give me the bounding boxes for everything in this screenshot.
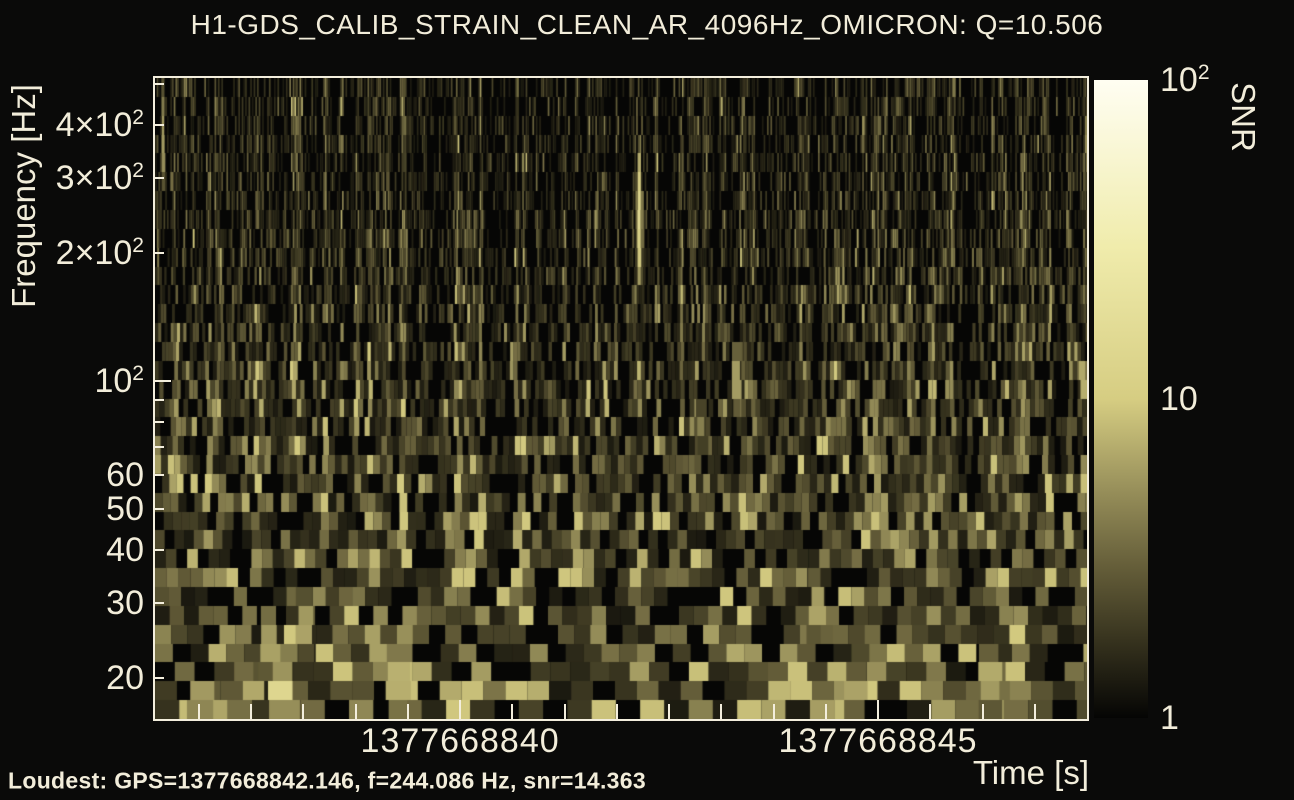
y-tick bbox=[155, 601, 164, 604]
y-tick-label: 60 bbox=[106, 456, 144, 495]
colorbar-title: SNR bbox=[1225, 82, 1262, 152]
y-tick bbox=[155, 548, 164, 551]
x-tick-label: 1377668845 bbox=[778, 722, 978, 760]
y-tick bbox=[155, 379, 171, 382]
y-minor-tick bbox=[155, 82, 164, 85]
loudest-event-text: Loudest: GPS=1377668842.146, f=244.086 H… bbox=[8, 767, 646, 794]
x-minor-tick bbox=[929, 704, 932, 719]
x-tick-label: 1377668840 bbox=[360, 722, 560, 760]
y-tick-label: 3×102 bbox=[55, 159, 144, 198]
y-tick bbox=[155, 123, 164, 126]
y-tick bbox=[155, 251, 164, 254]
x-minor-tick bbox=[354, 704, 357, 719]
y-tick-label: 50 bbox=[106, 489, 144, 528]
y-tick bbox=[155, 507, 164, 510]
x-minor-tick bbox=[511, 704, 514, 719]
x-minor-tick bbox=[824, 704, 827, 719]
x-minor-tick bbox=[406, 704, 409, 719]
x-axis-title: Time [s] bbox=[972, 754, 1089, 791]
spectrogram-canvas bbox=[155, 78, 1087, 719]
x-tick bbox=[459, 700, 462, 719]
plot-title: H1-GDS_CALIB_STRAIN_CLEAN_AR_4096Hz_OMIC… bbox=[190, 9, 1104, 40]
x-minor-tick bbox=[772, 704, 775, 719]
snr-colorbar bbox=[1094, 80, 1148, 718]
x-minor-tick bbox=[981, 704, 984, 719]
x-minor-tick bbox=[668, 704, 671, 719]
x-minor-tick bbox=[1033, 704, 1036, 719]
x-minor-tick bbox=[197, 704, 200, 719]
y-tick bbox=[155, 474, 164, 477]
y-tick-label: 2×102 bbox=[55, 233, 144, 272]
y-tick-label: 102 bbox=[94, 361, 144, 400]
x-minor-tick bbox=[563, 704, 566, 719]
x-minor-tick bbox=[615, 704, 618, 719]
y-tick-label: 4×102 bbox=[55, 105, 144, 144]
y-tick bbox=[155, 177, 164, 180]
y-tick-label: 40 bbox=[106, 530, 144, 569]
colorbar-tick-label: 10 bbox=[1160, 380, 1198, 418]
y-tick bbox=[155, 676, 164, 679]
y-tick-label: 20 bbox=[106, 658, 144, 697]
x-minor-tick bbox=[720, 704, 723, 719]
y-tick-label: 30 bbox=[106, 583, 144, 622]
y-minor-tick bbox=[155, 445, 164, 448]
colorbar-tick-label: 1 bbox=[1160, 699, 1179, 737]
x-minor-tick bbox=[302, 704, 305, 719]
colorbar-tick-label: 102 bbox=[1160, 61, 1210, 99]
x-minor-tick bbox=[250, 704, 253, 719]
y-minor-tick bbox=[155, 399, 164, 402]
y-axis-title: Frequency [Hz] bbox=[5, 84, 42, 308]
x-tick bbox=[877, 700, 880, 719]
y-minor-tick bbox=[155, 420, 164, 423]
